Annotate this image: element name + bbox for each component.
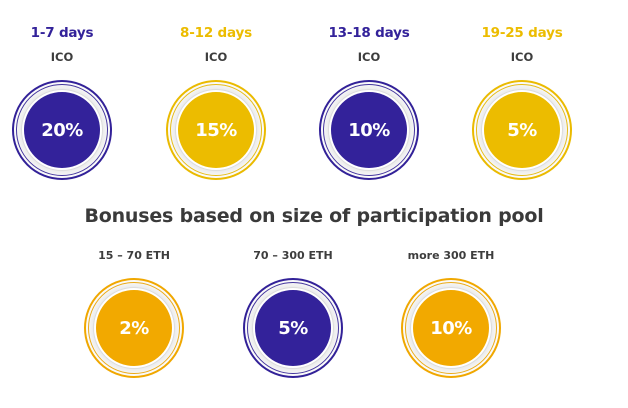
bonus-badge: 15% [166,80,266,180]
badge-inner-ring [170,84,262,176]
bonus-value: 10% [331,92,407,168]
ico-period-days: 13-18 days [328,25,410,41]
ico-period-days: 1-7 days [30,25,94,41]
ico-period-days: 8-12 days [180,25,252,41]
bonus-badge: 5% [243,278,343,378]
badge-inner-ring [323,84,415,176]
badge-inner-ring [405,282,497,374]
badge-outer-ring [401,278,501,378]
ico-period-label: ICO [204,50,228,64]
badge-outer-ring [319,80,419,180]
bonus-value: 15% [178,92,254,168]
badge-outer-ring [243,278,343,378]
badge-outer-ring [84,278,184,378]
badge-outer-ring [472,80,572,180]
bonus-badge: 5% [472,80,572,180]
pool-tier-label: 70 – 300 ETH [253,249,333,262]
ico-period-label: ICO [510,50,534,64]
ico-period-days: 19-25 days [481,25,563,41]
bonus-value: 5% [484,92,560,168]
bonus-badge: 10% [319,80,419,180]
badge-outer-ring [166,80,266,180]
badge-outer-ring [12,80,112,180]
badge-inner-ring [88,282,180,374]
bonus-value: 20% [24,92,100,168]
bonus-badge: 10% [401,278,501,378]
pool-tier-label: 15 – 70 ETH [98,249,170,262]
badge-inner-ring [247,282,339,374]
ico-period-label: ICO [50,50,74,64]
bonus-badge: 2% [84,278,184,378]
bonus-value: 2% [96,290,172,366]
pool-tier-label: more 300 ETH [407,249,495,262]
badge-inner-ring [476,84,568,176]
ico-period-label: ICO [357,50,381,64]
pool-section-title: Bonuses based on size of participation p… [84,205,544,227]
bonus-value: 10% [413,290,489,366]
bonus-badge: 20% [12,80,112,180]
bonus-value: 5% [255,290,331,366]
badge-inner-ring [16,84,108,176]
